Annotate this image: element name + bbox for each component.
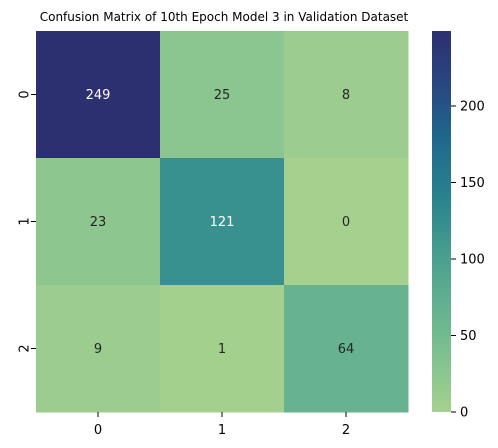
cell-value-r2-c2: 64 [338, 342, 355, 357]
cell-value-r2-c0: 9 [94, 342, 102, 357]
y-tick-label: 2 [18, 344, 33, 352]
cell-value-r1-c0: 23 [90, 215, 107, 230]
colorbar-gradient [432, 31, 451, 412]
heatmap-cell-r0-c0 [36, 31, 161, 159]
heatmap-cell-r2-c0 [36, 285, 161, 413]
cell-value-r1-c2: 0 [342, 215, 350, 230]
colorbar-tick-label: 0 [460, 406, 468, 421]
colorbar: 0 50 100 150 200 [432, 31, 485, 421]
heatmap-cell-r1-c2 [284, 158, 409, 286]
y-tick-label: 1 [18, 217, 33, 225]
cell-value-r0-c1: 25 [214, 88, 231, 103]
cell-value-r1-c1: 121 [210, 215, 235, 230]
y-axis: 0 1 2 [18, 90, 36, 353]
heatmap-cell-r1-c1 [160, 158, 285, 286]
y-tick-label: 0 [18, 90, 33, 98]
colorbar-tick-label: 200 [460, 99, 485, 114]
heatmap-cell-r2-c2 [284, 285, 409, 413]
heatmap-cell-r2-c1 [160, 285, 285, 413]
chart-title: Confusion Matrix of 10th Epoch Model 3 i… [40, 10, 409, 24]
x-tick-label: 2 [342, 423, 350, 438]
x-tick-label: 0 [94, 423, 102, 438]
colorbar-tick-label: 50 [460, 329, 477, 344]
cell-value-r0-c0: 249 [86, 88, 111, 103]
colorbar-tick-label: 150 [460, 176, 485, 191]
colorbar-tick-label: 100 [460, 252, 485, 267]
heatmap-cell-r0-c2 [284, 31, 409, 159]
x-axis: 0 1 2 [94, 412, 350, 438]
cell-value-r2-c1: 1 [218, 342, 226, 357]
heatmap-cell-labels: 249 25 8 23 121 0 9 1 64 [86, 88, 355, 357]
cell-value-r0-c2: 8 [342, 88, 350, 103]
heatmap-cell-r0-c1 [160, 31, 285, 159]
x-tick-label: 1 [218, 423, 226, 438]
heatmap-cells [36, 31, 409, 413]
heatmap-cell-r1-c0 [36, 158, 161, 286]
